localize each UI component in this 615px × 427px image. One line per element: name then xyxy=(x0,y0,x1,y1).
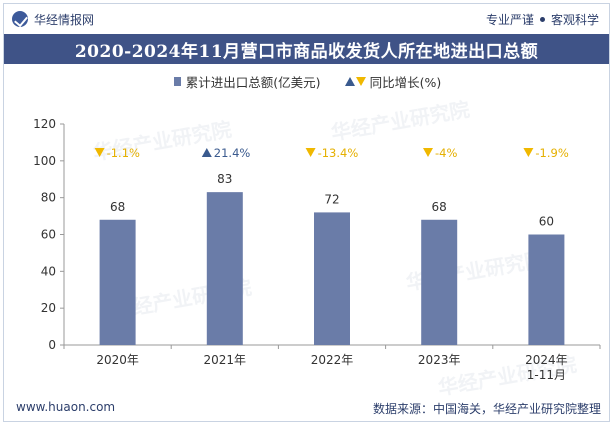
y-tick-label: 120 xyxy=(33,117,56,131)
y-tick-label: 80 xyxy=(41,191,56,205)
tagline: 专业严谨 客观科学 xyxy=(486,11,609,28)
legend-label-growth: 同比增长(%) xyxy=(369,74,442,90)
chart-legend: 累计进出口总额(亿美元) 同比增长(%) xyxy=(0,70,615,92)
bar xyxy=(421,219,458,345)
triangle-up-icon xyxy=(344,76,355,86)
triangle-down-icon xyxy=(355,76,366,86)
x-tick-label: 1-11月 xyxy=(527,368,566,382)
x-tick-label: 2020年 xyxy=(96,353,139,367)
growth-label: -4% xyxy=(435,146,457,160)
tagline-left: 专业严谨 xyxy=(485,12,534,27)
legend-label-total: 累计进出口总额(亿美元) xyxy=(185,74,321,90)
growth-label: 21.4% xyxy=(214,146,251,160)
footer-website[interactable]: www.huaon.com xyxy=(16,400,116,414)
brand[interactable]: 华经情报网 xyxy=(4,11,94,28)
bar-value-label: 60 xyxy=(539,215,554,229)
legend-item-growth[interactable]: 同比增长(%) xyxy=(344,72,442,91)
legend-bar-swatch-icon xyxy=(173,76,181,86)
growth-down-icon xyxy=(423,148,433,157)
brand-name: 华经情报网 xyxy=(34,12,95,27)
growth-down-icon xyxy=(94,148,105,157)
header-bar: 华经情报网 专业严谨 客观科学 xyxy=(4,4,609,34)
bar-value-label: 83 xyxy=(217,172,232,186)
bullet-icon xyxy=(539,16,545,22)
chart-frame xyxy=(3,3,610,422)
y-tick-label: 20 xyxy=(41,301,56,315)
y-tick-label: 40 xyxy=(41,264,56,278)
footer: www.huaon.com 数据来源：中国海关，华经产业研究院整理 xyxy=(0,394,615,420)
bar xyxy=(99,219,136,345)
tagline-right: 客观科学 xyxy=(550,12,599,27)
bar-value-label: 68 xyxy=(110,200,125,214)
bar-value-label: 68 xyxy=(432,200,447,214)
x-tick-label: 2021年 xyxy=(204,353,247,367)
growth-down-icon xyxy=(523,148,534,157)
legend-item-total[interactable]: 累计进出口总额(亿美元) xyxy=(173,72,321,91)
growth-label: -1.9% xyxy=(535,146,568,160)
chart-title: 2020-2024年11月营口市商品收发货人所在地进出口总额 xyxy=(4,34,609,64)
bar xyxy=(528,234,565,345)
bar-value-label: 72 xyxy=(324,192,339,206)
growth-label: -1.1% xyxy=(107,146,140,160)
footer-source: 数据来源：中国海关，华经产业研究院整理 xyxy=(372,402,601,416)
x-tick-label: 2024年 xyxy=(525,353,568,367)
x-tick-label: 2023年 xyxy=(418,353,461,367)
x-tick-label: 2022年 xyxy=(311,353,354,367)
y-tick-label: 100 xyxy=(33,154,56,168)
y-tick-label: 0 xyxy=(48,338,56,352)
growth-label: -13.4% xyxy=(318,146,359,160)
bar xyxy=(206,192,243,345)
logo-icon xyxy=(12,11,28,27)
bar xyxy=(314,212,350,345)
growth-up-icon xyxy=(201,148,212,157)
y-tick-label: 60 xyxy=(41,228,56,242)
growth-down-icon xyxy=(305,148,316,157)
